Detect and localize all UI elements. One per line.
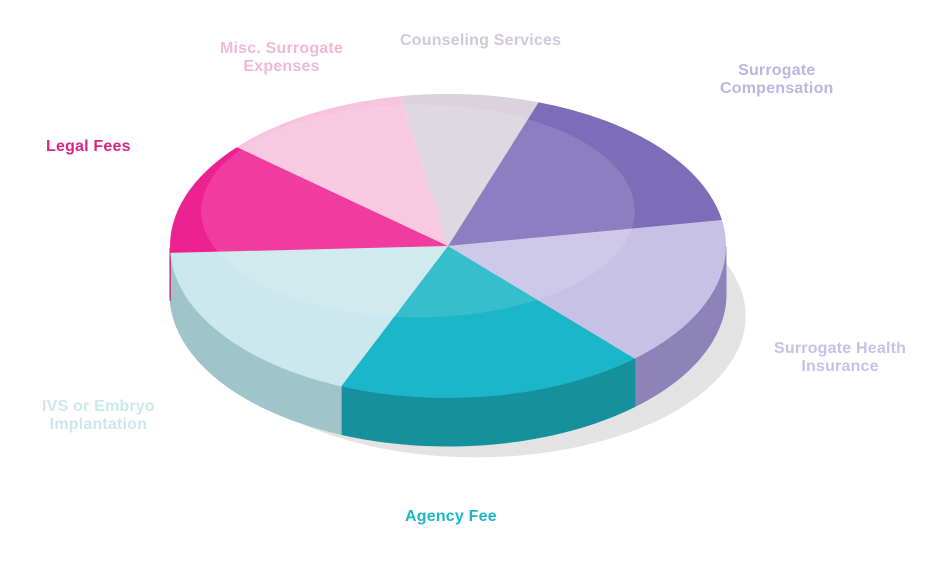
pie-side-ivs_embryo bbox=[211, 325, 216, 377]
pie-side-surrogate_health_ins bbox=[697, 308, 701, 361]
pie-side-agency_fee bbox=[459, 398, 469, 446]
pie-side-agency_fee bbox=[372, 392, 381, 441]
label-ivs_embryo: IVS or Embryo Implantation bbox=[42, 398, 155, 435]
pie-side-ivs_embryo bbox=[290, 371, 298, 422]
pie-side-surrogate_health_ins bbox=[654, 344, 660, 396]
pie-side-ivs_embryo bbox=[239, 347, 246, 399]
pie-side-surrogate_health_ins bbox=[672, 331, 678, 383]
pie-side-agency_fee bbox=[571, 380, 580, 430]
pie-side-agency_fee bbox=[468, 397, 478, 445]
pie-side-ivs_embryo bbox=[201, 316, 206, 369]
pie-side-agency_fee bbox=[382, 394, 391, 443]
pie-side-ivs_embryo bbox=[193, 306, 197, 359]
pie-side-agency_fee bbox=[612, 365, 620, 416]
pie-side-ivs_embryo bbox=[206, 321, 211, 374]
pie-side-ivs_embryo bbox=[298, 374, 306, 425]
pie-side-ivs_embryo bbox=[306, 377, 314, 428]
pie-side-agency_fee bbox=[604, 369, 612, 420]
pie-side-agency_fee bbox=[526, 390, 535, 440]
pie-side-ivs_embryo bbox=[233, 342, 239, 394]
pie-side-ivs_embryo bbox=[197, 311, 201, 364]
pie-side-agency_fee bbox=[363, 391, 372, 441]
pie-side-surrogate_health_ins bbox=[635, 356, 641, 407]
pie-side-surrogate_health_ins bbox=[666, 336, 672, 388]
pie-side-surrogate_health_ins bbox=[678, 327, 683, 379]
label-agency_fee: Agency Fee bbox=[405, 508, 497, 526]
label-surrogate_health_ins: Surrogate Health Insurance bbox=[774, 340, 906, 377]
pie-side-agency_fee bbox=[449, 398, 459, 446]
pie-side-ivs_embryo bbox=[186, 296, 189, 349]
pie-side-ivs_embryo bbox=[267, 361, 274, 412]
pie-side-ivs_embryo bbox=[216, 330, 221, 382]
pie-side-ivs_embryo bbox=[282, 368, 290, 419]
pie-side-agency_fee bbox=[535, 389, 544, 439]
pie-side-surrogate_health_ins bbox=[705, 298, 709, 351]
pie-side-ivs_embryo bbox=[324, 382, 333, 432]
pie-side-agency_fee bbox=[627, 359, 634, 410]
pie-side-agency_fee bbox=[439, 398, 449, 446]
pie-side-agency_fee bbox=[507, 393, 516, 442]
pie-side-agency_fee bbox=[516, 392, 525, 441]
pie-side-ivs_embryo bbox=[275, 365, 283, 416]
label-surrogate_compensation: Surrogate Compensation bbox=[720, 62, 834, 99]
pie-side-ivs_embryo bbox=[332, 384, 341, 434]
pie-side-agency_fee bbox=[345, 387, 354, 437]
pie-side-ivs_embryo bbox=[253, 354, 260, 406]
pie-side-surrogate_health_ins bbox=[647, 348, 654, 400]
pie-side-agency_fee bbox=[354, 389, 363, 439]
pie-side-agency_fee bbox=[341, 386, 345, 435]
pie-side-ivs_embryo bbox=[189, 301, 193, 354]
pie-side-agency_fee bbox=[478, 396, 488, 445]
pie-side-surrogate_health_ins bbox=[693, 313, 697, 366]
label-legal_fees: Legal Fees bbox=[46, 138, 131, 156]
pie-side-ivs_embryo bbox=[246, 350, 253, 402]
pie-side-ivs_embryo bbox=[227, 338, 233, 390]
label-counseling: Counseling Services bbox=[400, 32, 561, 50]
pie-side-agency_fee bbox=[596, 372, 604, 423]
label-misc_expenses: Misc. Surrogate Expenses bbox=[220, 40, 343, 77]
pie-side-surrogate_health_ins bbox=[660, 340, 666, 392]
pie-side-agency_fee bbox=[544, 387, 553, 437]
pie-side-ivs_embryo bbox=[221, 334, 227, 386]
pie-side-agency_fee bbox=[410, 397, 420, 446]
chart-stage: Surrogate Compensation Surrogate Health I… bbox=[0, 0, 930, 573]
pie-side-agency_fee bbox=[579, 377, 587, 428]
pie-side-agency_fee bbox=[553, 385, 562, 435]
pie-side-agency_fee bbox=[430, 398, 440, 446]
pie-side-agency_fee bbox=[620, 362, 628, 413]
pie-side-agency_fee bbox=[401, 396, 411, 445]
pie-side-surrogate_health_ins bbox=[683, 322, 688, 375]
pie-side-ivs_embryo bbox=[260, 358, 267, 410]
pie-side-agency_fee bbox=[391, 395, 401, 444]
pie-side-agency_fee bbox=[562, 382, 571, 432]
pie-side-surrogate_health_ins bbox=[702, 303, 706, 356]
pie-highlight bbox=[201, 105, 635, 318]
pie-side-surrogate_health_ins bbox=[688, 318, 693, 371]
pie-side-ivs_embryo bbox=[315, 379, 324, 429]
pie-side-agency_fee bbox=[488, 396, 498, 445]
pie-side-agency_fee bbox=[497, 395, 507, 444]
pie-side-surrogate_health_ins bbox=[640, 352, 647, 404]
pie-side-agency_fee bbox=[420, 397, 430, 445]
pie-side-agency_fee bbox=[588, 375, 596, 426]
